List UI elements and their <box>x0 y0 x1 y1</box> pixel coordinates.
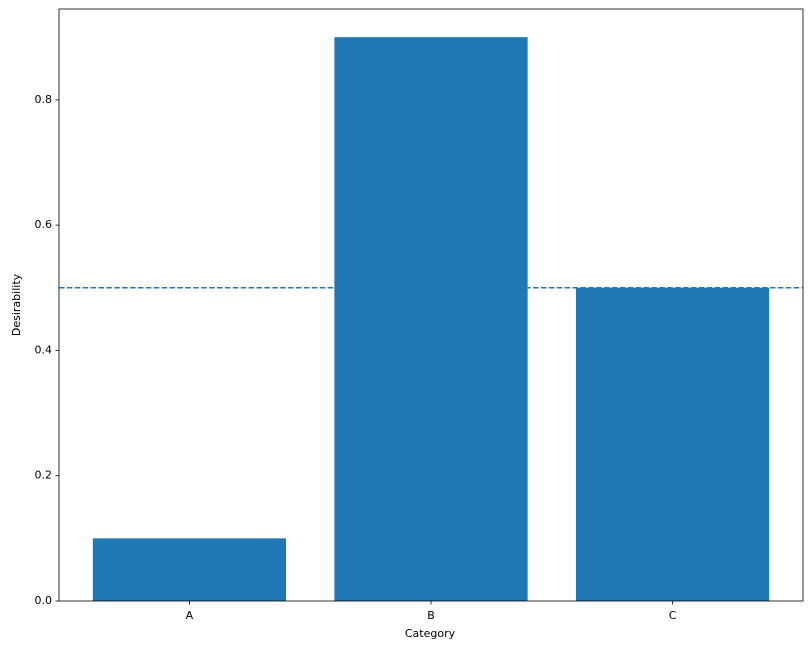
y-axis-label: Desirability <box>10 273 23 336</box>
x-tick-label: A <box>186 609 194 622</box>
x-tick-label: C <box>669 609 677 622</box>
x-tick-label: B <box>427 609 435 622</box>
y-tick-label: 0.0 <box>35 594 53 607</box>
bar <box>334 37 528 601</box>
y-tick-label: 0.4 <box>35 343 53 356</box>
bar <box>575 287 770 601</box>
x-axis-label: Category <box>405 627 456 640</box>
y-tick-label: 0.2 <box>35 469 53 482</box>
plot-frame <box>58 8 804 602</box>
y-tick-label: 0.6 <box>35 218 53 231</box>
bar <box>92 538 287 601</box>
y-tick-label: 0.8 <box>35 93 53 106</box>
